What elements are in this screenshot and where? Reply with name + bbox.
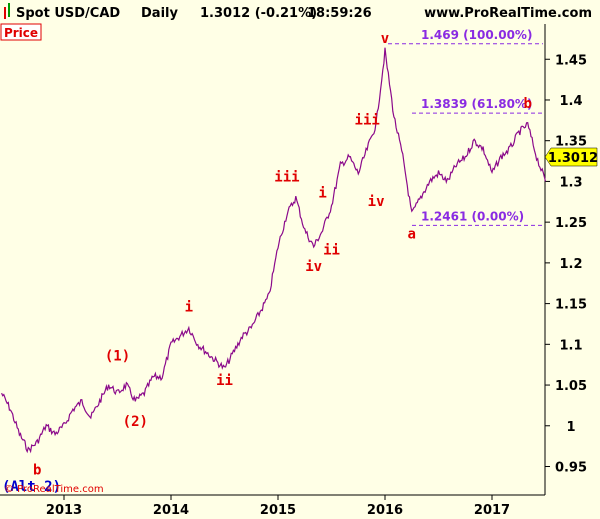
- fib-level-label: 1.2461 (0.00%): [421, 209, 524, 223]
- wave-label: i: [185, 300, 193, 316]
- wave-label: (2): [123, 414, 148, 430]
- wave-label: i: [318, 186, 326, 202]
- y-tick-label: 1.4: [559, 94, 582, 109]
- wave-label: (1): [105, 349, 130, 365]
- x-tick-label: 2013: [46, 503, 82, 518]
- y-tick-label: 1.35: [555, 135, 587, 150]
- x-tick-label: 2016: [367, 503, 403, 518]
- fib-level-label: 1.3839 (61.80%): [421, 97, 532, 111]
- y-tick-label: 1.3: [559, 175, 582, 190]
- wave-label: iv: [305, 259, 322, 275]
- y-tick-label: 1.25: [555, 216, 587, 231]
- wave-label: iii: [355, 112, 380, 128]
- wave-label: iii: [274, 169, 299, 185]
- fibonacci-levels: 1.469 (100.00%) 1.3839 (61.80%) 1.2461 (0.…: [388, 28, 543, 226]
- wave-label: ii: [323, 243, 340, 259]
- y-tick-label: 1.2: [559, 257, 582, 272]
- period-label: Daily: [141, 6, 178, 21]
- wave-label: iv: [368, 194, 385, 210]
- y-tick-label: 1.1: [559, 338, 582, 353]
- last-price-marker: 1.3012: [544, 147, 598, 167]
- wave-label: v: [381, 31, 389, 47]
- copyright-label: © ProRealTime.com: [4, 484, 104, 495]
- y-tick-label: 1.15: [555, 298, 587, 313]
- wave-label: (Alt 2): [2, 479, 61, 495]
- y-tick-label: 1: [566, 420, 575, 435]
- y-axis-ticks: 0.95 1 1.05 1.1 1.15 1.2 1.25 1.3 1.35 1.4 1.45: [545, 53, 587, 476]
- price-panel-badge: [0, 23, 42, 41]
- header-bar: [0, 0, 600, 24]
- x-axis-ticks: 2013 2014 2015 2016 2017: [46, 495, 510, 518]
- y-tick-label: 0.95: [555, 461, 587, 476]
- price-series: [1, 47, 547, 454]
- wave-label: a: [408, 226, 416, 242]
- quote-label: 1.3012 (-0.21%): [200, 6, 317, 21]
- fib-level-label: 1.469 (100.00%): [421, 28, 532, 42]
- time-label: 18:59:26: [307, 6, 372, 21]
- site-label: www.ProRealTime.com: [424, 6, 592, 21]
- price-line: [1, 47, 547, 454]
- x-tick-label: 2015: [260, 503, 296, 518]
- wave-label: b: [33, 463, 41, 479]
- price-panel-label: Price: [4, 26, 38, 40]
- last-price-label: 1.3012: [548, 151, 598, 166]
- x-tick-label: 2017: [474, 503, 510, 518]
- y-tick-label: 1.45: [555, 53, 587, 68]
- instrument-name: Spot USD/CAD: [16, 6, 120, 21]
- x-tick-label: 2014: [153, 503, 189, 518]
- wave-label: b: [523, 96, 531, 112]
- wave-label: ii: [216, 373, 233, 389]
- y-tick-label: 1.05: [555, 379, 587, 394]
- candlestick-icon: [4, 3, 10, 19]
